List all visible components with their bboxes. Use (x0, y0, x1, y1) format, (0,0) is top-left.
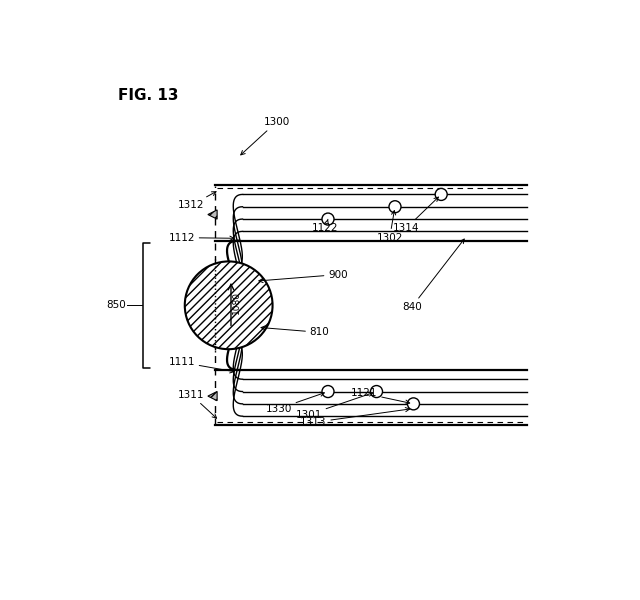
Text: 1301: 1301 (296, 392, 373, 419)
Text: 850: 850 (106, 301, 125, 310)
Text: 1121: 1121 (351, 388, 410, 404)
Text: 1312: 1312 (178, 191, 216, 210)
Text: 1313: 1313 (300, 407, 410, 427)
Text: 1330: 1330 (266, 392, 324, 413)
Text: 1314: 1314 (393, 197, 438, 233)
Text: 1302: 1302 (376, 211, 403, 242)
Circle shape (408, 398, 419, 410)
Text: FIG. 13: FIG. 13 (118, 88, 179, 103)
Text: 1111: 1111 (168, 358, 234, 373)
Text: 810: 810 (261, 326, 329, 337)
Circle shape (322, 386, 334, 398)
Circle shape (435, 188, 447, 200)
Circle shape (389, 201, 401, 213)
Text: 1080: 1080 (232, 292, 241, 314)
Circle shape (185, 262, 273, 349)
Text: 1311: 1311 (178, 390, 216, 418)
Text: 1122: 1122 (312, 219, 339, 233)
Text: 1300: 1300 (241, 117, 289, 155)
Circle shape (322, 213, 334, 225)
Polygon shape (208, 210, 217, 219)
Text: 900: 900 (259, 269, 348, 283)
Circle shape (371, 386, 383, 398)
Text: 1112: 1112 (168, 233, 234, 242)
Polygon shape (208, 391, 217, 401)
Text: 840: 840 (402, 239, 464, 312)
